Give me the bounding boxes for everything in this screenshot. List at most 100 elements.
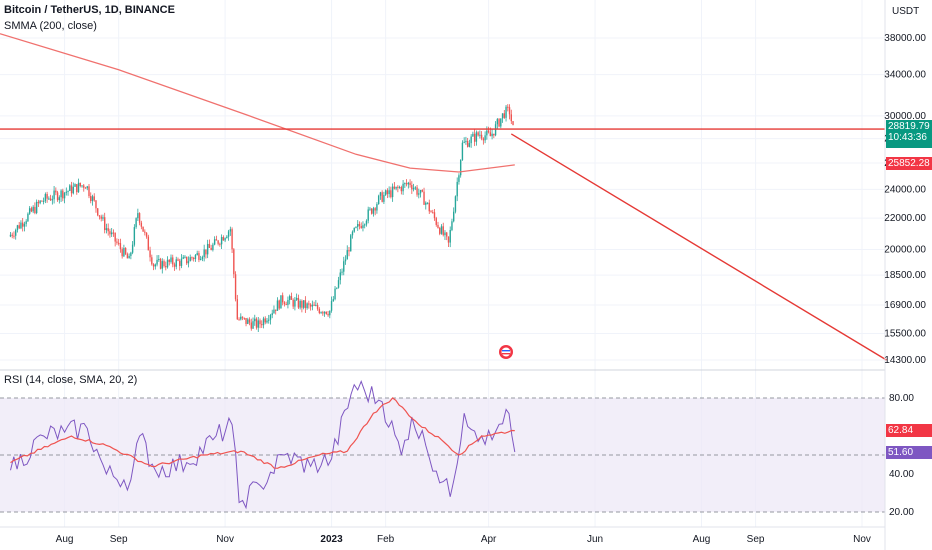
smma-legend[interactable]: SMMA (200, close) bbox=[4, 20, 97, 32]
candle-body bbox=[512, 121, 514, 126]
candle-body bbox=[355, 226, 357, 228]
candle-body bbox=[374, 208, 376, 211]
price-tick-label: 34000.00 bbox=[884, 70, 926, 81]
candle-body bbox=[376, 204, 378, 211]
candle-body bbox=[158, 258, 160, 260]
candle-body bbox=[405, 183, 408, 185]
candle-body bbox=[446, 232, 448, 237]
candle-body bbox=[465, 140, 467, 142]
candle-body bbox=[311, 304, 314, 307]
trend-line[interactable] bbox=[510, 133, 887, 361]
price-tick-label: 16900.00 bbox=[884, 300, 926, 311]
candle-body bbox=[390, 190, 392, 198]
candle-body bbox=[116, 241, 118, 243]
candle-body bbox=[37, 201, 40, 204]
candle-body bbox=[196, 253, 198, 256]
candle-body bbox=[320, 312, 322, 314]
candle-body bbox=[372, 208, 375, 214]
candle-body bbox=[491, 133, 493, 137]
candle-body bbox=[48, 198, 50, 200]
candle-body bbox=[466, 140, 469, 147]
candle-body bbox=[25, 221, 27, 224]
candle-body bbox=[384, 190, 387, 196]
time-tick-label: Jun bbox=[587, 534, 603, 545]
candle-body bbox=[360, 225, 362, 229]
candle-body bbox=[412, 187, 415, 190]
candle-body bbox=[206, 243, 209, 255]
candle-body bbox=[493, 133, 495, 136]
candle-body bbox=[203, 249, 205, 258]
candle-body bbox=[351, 231, 354, 236]
candle-body bbox=[227, 231, 230, 237]
candle-body bbox=[287, 299, 289, 305]
candle-body bbox=[142, 226, 144, 232]
candle-body bbox=[56, 192, 59, 201]
candle-body bbox=[170, 257, 172, 262]
candle-body bbox=[428, 202, 430, 212]
candle-body bbox=[233, 249, 235, 275]
candle-body bbox=[353, 227, 355, 232]
candle-body bbox=[341, 271, 343, 273]
candle-body bbox=[119, 243, 122, 250]
rsi-legend[interactable]: RSI (14, close, SMA, 20, 2) bbox=[4, 374, 138, 386]
candle-body bbox=[28, 208, 31, 214]
candle-body bbox=[288, 296, 291, 300]
candle-body bbox=[444, 232, 446, 236]
candle-body bbox=[290, 296, 293, 300]
time-tick-label: Nov bbox=[853, 534, 871, 545]
candle-body bbox=[468, 143, 471, 147]
candle-body bbox=[186, 256, 188, 264]
candle-body bbox=[325, 311, 328, 314]
candle-body bbox=[480, 134, 483, 139]
candle-body bbox=[409, 182, 411, 186]
candle-body bbox=[30, 208, 33, 212]
rsi-axis[interactable]: 80.00 40.00 20.00 bbox=[889, 393, 914, 518]
candle-body bbox=[199, 258, 202, 260]
candle-body bbox=[322, 312, 324, 314]
price-tick-label: 24000.00 bbox=[884, 184, 926, 195]
candle-body bbox=[77, 182, 80, 193]
candle-body bbox=[16, 225, 19, 231]
price-axis[interactable]: 38000.0034000.0030000.0028000.0026000.00… bbox=[884, 33, 926, 366]
candle-body bbox=[123, 247, 125, 257]
candle-body bbox=[191, 257, 193, 259]
candle-body bbox=[472, 133, 474, 137]
candle-body bbox=[102, 217, 104, 219]
candle-body bbox=[219, 243, 221, 245]
candle-body bbox=[27, 213, 29, 222]
candle-body bbox=[308, 303, 310, 305]
currency-label: USDT bbox=[892, 6, 920, 17]
candle-body bbox=[179, 260, 181, 266]
candle-body bbox=[398, 187, 401, 189]
candle-body bbox=[475, 132, 478, 142]
candle-body bbox=[159, 258, 162, 269]
candle-body bbox=[130, 252, 132, 256]
candle-body bbox=[90, 196, 92, 202]
candle-body bbox=[84, 187, 87, 189]
candle-body bbox=[252, 321, 254, 329]
rsi-value-tag: 62.84 bbox=[886, 424, 932, 437]
time-axis[interactable]: Aug Sep Nov 2023 Feb Apr Jun Aug Sep Nov bbox=[56, 534, 871, 545]
candle-body bbox=[210, 247, 212, 251]
candle-body bbox=[358, 224, 361, 226]
candle-body bbox=[416, 187, 418, 195]
candle-body bbox=[250, 322, 252, 329]
candle-body bbox=[58, 197, 61, 201]
candle-body bbox=[316, 304, 319, 309]
candle-body bbox=[486, 130, 488, 136]
candle-body bbox=[292, 299, 294, 307]
candle-body bbox=[329, 310, 331, 316]
candle-body bbox=[18, 225, 20, 229]
candle-body bbox=[201, 257, 204, 259]
candle-body bbox=[131, 244, 134, 253]
candle-body bbox=[32, 206, 34, 212]
candle-body bbox=[418, 193, 420, 195]
candle-body bbox=[304, 300, 307, 309]
candle-body bbox=[473, 133, 476, 142]
rsi-line bbox=[10, 380, 516, 510]
candle-body bbox=[161, 261, 163, 269]
candle-body bbox=[271, 313, 273, 316]
symbol-title[interactable]: Bitcoin / TetherUS, 1D, BINANCE bbox=[4, 4, 175, 16]
flag-icon[interactable] bbox=[499, 345, 513, 359]
